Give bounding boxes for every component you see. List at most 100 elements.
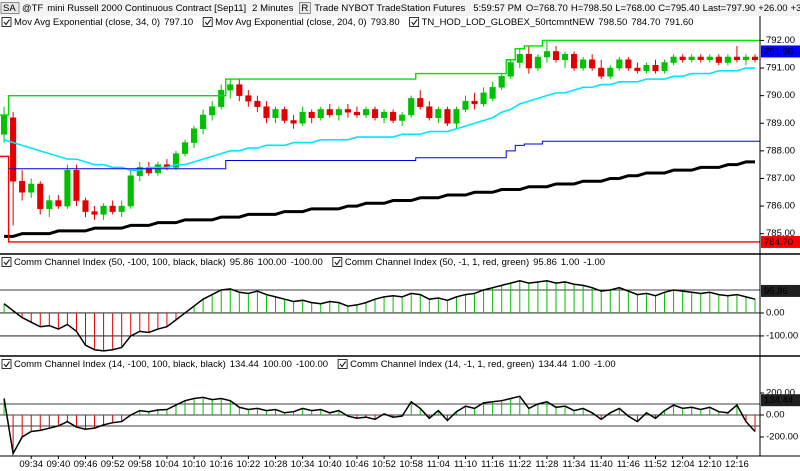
candle-body <box>10 117 17 182</box>
price-tag-label: 95.86 <box>764 286 788 297</box>
candle-body <box>715 56 722 63</box>
study-readout: 1.00 <box>571 359 590 370</box>
candle-body <box>290 120 297 124</box>
x-tick-label: 11:40 <box>590 459 613 470</box>
quote: H=798.50 <box>571 3 612 14</box>
candle-body <box>46 200 53 210</box>
candle-body <box>453 109 460 124</box>
interval: 2 Minutes <box>252 3 293 14</box>
candle-body <box>172 153 180 168</box>
candle-body <box>55 200 62 207</box>
study-readout: -100.00 <box>296 359 328 370</box>
candle-body <box>625 59 632 69</box>
candle-body <box>254 100 261 107</box>
study-readout: -1.00 <box>594 359 616 370</box>
indicator-line <box>0 155 760 243</box>
candle-body <box>598 67 605 77</box>
price-tag <box>761 45 800 58</box>
y-tick-label: 787.00 <box>766 173 795 184</box>
x-tick-label: 09:34 <box>19 459 43 470</box>
candle-body <box>118 205 125 212</box>
candle-body <box>516 53 523 63</box>
candle-body <box>580 59 587 69</box>
study-name: TN_HOD_LOD_GLOBEX_50rtcmntNEW <box>422 17 595 28</box>
quote: Last=797.90 <box>703 3 756 14</box>
study-name: Mov Avg Exponential (close, 34, 0) <box>14 17 160 28</box>
x-tick-label: 10:34 <box>291 459 315 470</box>
x-tick-label: 12:16 <box>725 459 749 470</box>
indicator-line <box>8 140 760 170</box>
candle-body <box>534 56 541 69</box>
price-tag-label: 134.44 <box>764 395 793 406</box>
candle-body <box>634 67 641 72</box>
check-mark <box>204 19 212 26</box>
x-tick-label: 10:58 <box>399 459 423 470</box>
candle-body <box>317 109 324 118</box>
quote: O=768.70 <box>526 3 568 14</box>
x-tick-label: 09:40 <box>46 459 70 470</box>
check-mark <box>3 361 10 368</box>
cci-line <box>3 280 756 352</box>
price-tag <box>761 235 800 248</box>
candle-body <box>444 109 451 124</box>
y-tick-label: 200.00 <box>766 388 795 399</box>
candle-body <box>607 67 614 77</box>
x-tick-label: 09:58 <box>128 459 152 470</box>
candle-body <box>227 84 234 91</box>
study-readout: 95.86 <box>533 257 557 268</box>
candle-body <box>181 142 189 154</box>
price-tag-label: 784.70 <box>764 237 793 248</box>
candle-body <box>742 56 750 60</box>
y-tick-label: 786.00 <box>766 201 795 212</box>
candle-body <box>308 111 315 118</box>
x-tick-label: 11:46 <box>617 459 640 470</box>
x-tick-label: 11:34 <box>563 459 586 470</box>
candle-body <box>652 65 659 72</box>
price-tag <box>761 394 800 407</box>
candle-body <box>462 100 469 110</box>
study-readout: 95.86 <box>230 257 254 268</box>
study-checkbox <box>202 17 213 27</box>
x-tick-label: 11:52 <box>644 459 667 470</box>
candle-body <box>399 114 406 121</box>
candle-body <box>136 167 143 176</box>
study-readout: 134.44 <box>230 359 259 370</box>
study-readout: 798.50 <box>598 17 627 28</box>
study-checkbox <box>332 257 343 267</box>
candle-body <box>91 211 98 215</box>
candle-body <box>408 98 415 116</box>
candle-body <box>218 89 225 107</box>
candle-body <box>733 56 740 60</box>
x-tick-label: 09:52 <box>101 459 125 470</box>
x-tick-label: 11:22 <box>508 459 531 470</box>
x-tick-label: 11:28 <box>535 459 558 470</box>
candle-body <box>335 109 342 116</box>
candle-body <box>209 106 216 116</box>
study-name: Comm Channel Index (14, -1, 1, red, gree… <box>350 359 534 370</box>
study-readout: 793.80 <box>371 17 400 28</box>
candle-body <box>281 109 288 121</box>
x-tick-label: 10:22 <box>236 459 260 470</box>
study-name: Mov Avg Exponential (close, 204, 0) <box>215 17 366 28</box>
study-readout: -100.00 <box>291 257 323 268</box>
candle-body <box>272 109 279 118</box>
candle-body <box>381 111 388 118</box>
candle-body <box>64 169 71 207</box>
candle-body <box>82 200 89 212</box>
candle-body <box>489 87 496 99</box>
candle-body <box>28 183 35 193</box>
candle-body <box>525 53 532 69</box>
candle-body <box>706 56 713 60</box>
candle-body <box>344 109 351 113</box>
candle-body <box>127 175 134 207</box>
x-tick-label: 10:10 <box>182 459 206 470</box>
y-tick-label: -100.00 <box>766 330 798 341</box>
candle-body <box>697 56 704 60</box>
candle-body <box>73 169 80 201</box>
check-mark <box>3 19 10 26</box>
y-tick-label: 792.00 <box>766 35 795 46</box>
y-tick-label: 785.00 <box>766 228 795 239</box>
candle-body <box>616 59 623 69</box>
candle-body <box>371 109 379 118</box>
